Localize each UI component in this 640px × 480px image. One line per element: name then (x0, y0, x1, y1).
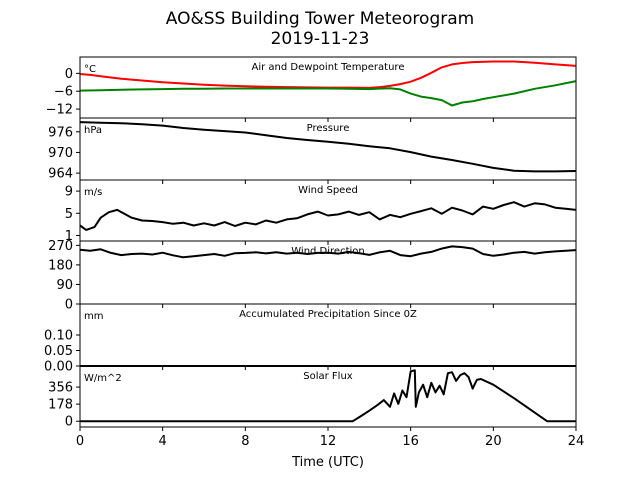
wind_direction-ytick-label: 90 (56, 278, 73, 293)
precipitation-ytick-label: 0.05 (44, 344, 73, 359)
temperature-series-line-0 (79, 60, 577, 89)
xtick-label: 12 (320, 434, 337, 449)
solar_flux-ytick-label: 178 (48, 398, 73, 413)
solar_flux-ytick-label: 0 (65, 415, 73, 430)
pressure-title: Pressure (307, 123, 350, 134)
solar_flux-ytick-label: 356 (48, 381, 73, 396)
wind_direction-title: Wind Direction (291, 246, 365, 257)
wind_direction-series-line-0 (79, 245, 577, 259)
panel-wind_speed: 9 5 1 m/s Wind Speed (65, 179, 577, 245)
panels: 0−6−12°C Air and Dewpoint Temperature9769… (44, 56, 585, 449)
wind_direction-ytick-label: 180 (48, 258, 73, 273)
xtick-label: 8 (241, 434, 249, 449)
temperature-ytick-label: −6 (54, 85, 73, 100)
figure-title-line2: 2019-11-23 (271, 29, 370, 49)
pressure-unit-label: hPa (84, 125, 102, 136)
solar_flux-unit-label: W/m^2 (84, 373, 122, 384)
precipitation-title: Accumulated Precipitation Since 0Z (239, 309, 417, 320)
wind_speed-ytick-label: 1 (65, 229, 73, 244)
wind_direction-ytick-label: 0 (65, 298, 73, 313)
temperature-title: Air and Dewpoint Temperature (252, 62, 405, 73)
precipitation-ytick-label: 0.00 (44, 360, 73, 375)
xtick-label: 16 (402, 434, 419, 449)
xtick-label: 24 (568, 434, 585, 449)
xtick-label: 0 (76, 434, 84, 449)
solar_flux-series-line-0 (80, 369, 576, 423)
figure-title-line1: AO&SS Building Tower Meteorogram (166, 9, 474, 29)
wind_speed-unit-label: m/s (84, 187, 102, 198)
panel-wind_direction: 270 180 90 0 Wind Direction (48, 239, 577, 313)
panel-pressure: 976 970 964 hPa Pressure (48, 117, 577, 184)
pressure-ytick-label: 976 (48, 125, 73, 140)
panel-precipitation: 0.100.050.00 mm Accumulated Precipitation … (44, 303, 577, 375)
temperature-unit-label: °C (84, 64, 96, 75)
pressure-series-line-0 (79, 121, 577, 173)
pressure-ytick-label: 970 (48, 146, 73, 161)
wind_speed-title: Wind Speed (298, 185, 358, 196)
wind_speed-series-line-0 (79, 201, 577, 231)
xtick-label: 20 (485, 434, 502, 449)
wind_speed-ytick-label: 9 (65, 185, 73, 200)
xtick-label: 4 (159, 434, 167, 449)
pressure-ytick-label: 964 (48, 167, 73, 182)
panel-solar_flux: 356 178 0 W/m^2 Solar Flux 0 4 8 12 16 20 24 (48, 365, 585, 449)
temperature-series-line-1 (79, 80, 577, 107)
wind_speed-ytick-label: 5 (65, 207, 73, 222)
temperature-ytick-label: 0 (65, 67, 73, 82)
precipitation-unit-label: mm (84, 311, 103, 322)
panel-temperature: 0 −6 −12 °C Air and Dewpoint Temperature (46, 56, 577, 122)
wind_direction-ytick-label: 270 (48, 239, 73, 254)
x-axis-label: Time (UTC) (291, 455, 364, 470)
solar_flux-title: Solar Flux (303, 371, 353, 382)
temperature-ytick-label: −12 (46, 103, 73, 118)
precipitation-ytick-label: 0.10 (44, 329, 73, 344)
